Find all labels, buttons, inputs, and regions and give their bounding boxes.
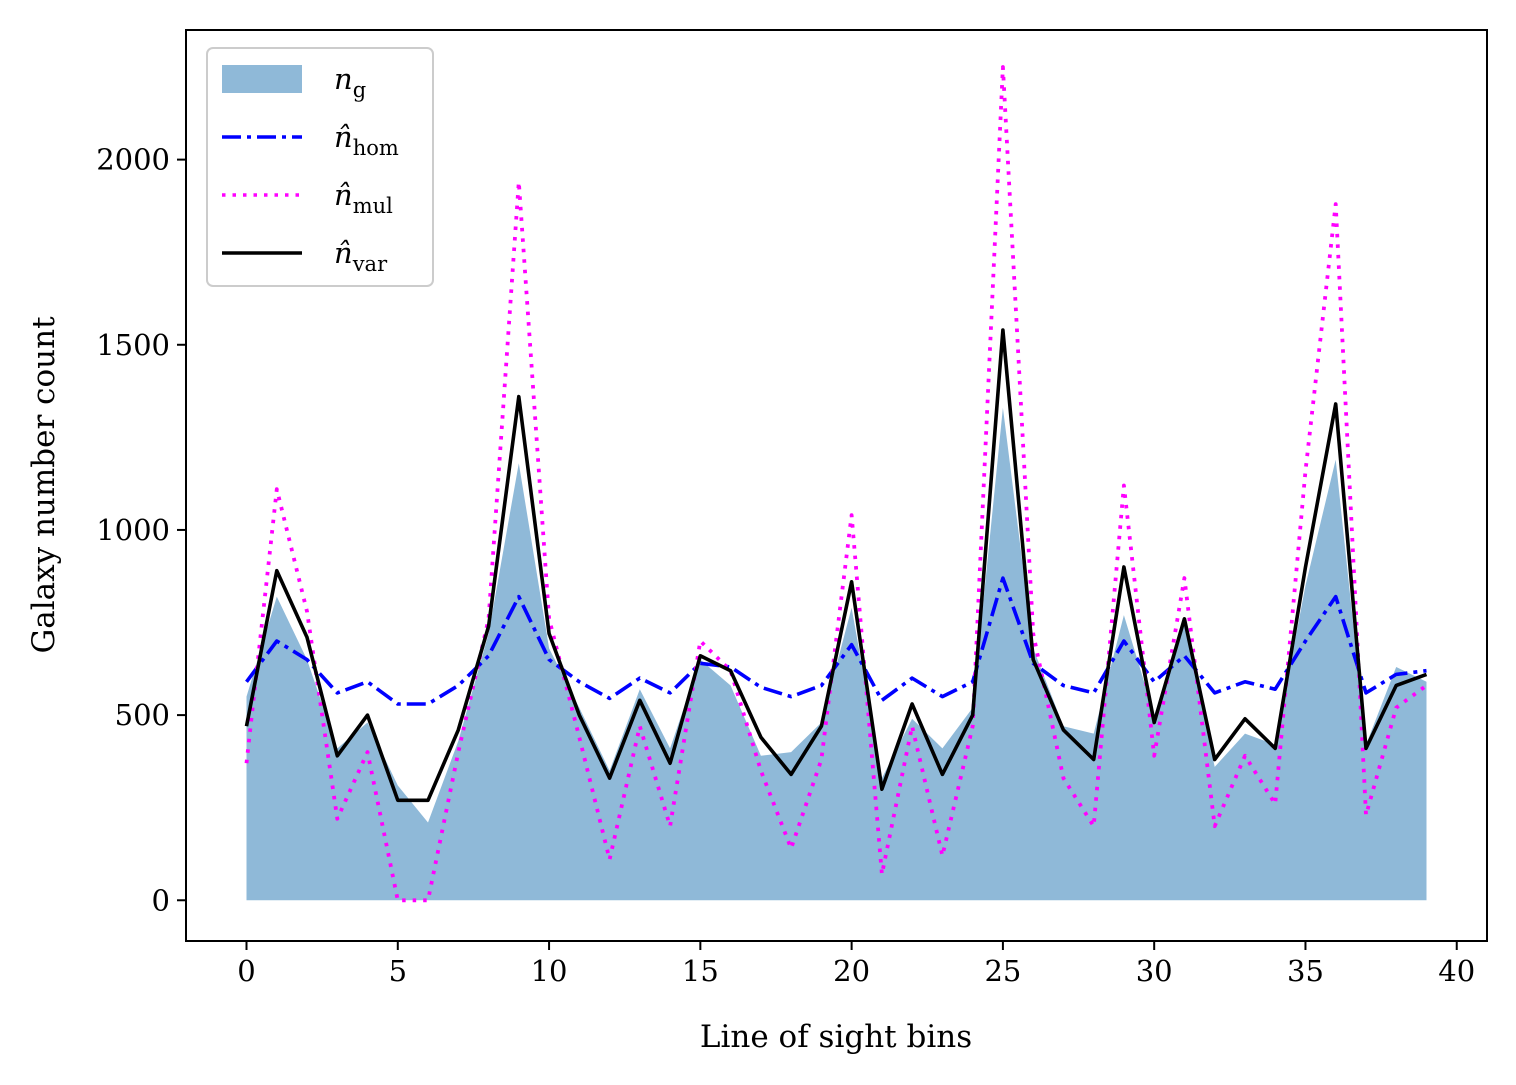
y-tick-label: 1000: [96, 513, 170, 547]
legend-label: n̂var: [334, 236, 388, 276]
x-tick-label: 30: [1136, 954, 1173, 988]
legend-item-n-g: ng: [222, 62, 366, 102]
legend-frame: [206, 47, 434, 287]
x-tick-label: 20: [833, 954, 870, 988]
y-tick-label: 500: [115, 698, 170, 732]
series-line-n-hom: [245, 576, 1427, 706]
y-tick-label: 1500: [96, 328, 170, 362]
legend-label: n̂hom: [334, 120, 399, 160]
x-tick-label: 25: [984, 954, 1021, 988]
x-tick-label: 35: [1287, 954, 1324, 988]
legend-items: ng n̂hom n̂mul n̂var: [222, 62, 399, 276]
x-tick-label: 15: [682, 954, 719, 988]
x-tick-label: 10: [531, 954, 568, 988]
legend-item-n-var: n̂var: [222, 236, 388, 276]
legend-item-n-mul: n̂mul: [222, 178, 393, 218]
legend-item-n-hom: n̂hom: [222, 120, 399, 160]
y-tick-label: 0: [152, 883, 170, 917]
y-axis-label: Galaxy number count: [26, 316, 62, 654]
legend-swatch: [222, 65, 302, 93]
x-axis-ticks: 0 5 10 15 20 25 30 35 40: [237, 941, 1475, 988]
y-axis-ticks: 0 500 1000 1500 2000: [96, 143, 186, 917]
series-line-n-var: [244, 328, 1428, 803]
x-tick-label: 40: [1438, 954, 1475, 988]
legend: ng n̂hom n̂mul n̂var: [206, 47, 434, 287]
series-area-n-g: [246, 407, 1427, 901]
x-tick-label: 0: [237, 954, 255, 988]
y-tick-label: 2000: [96, 143, 170, 177]
plot-frame: [185, 29, 1488, 942]
legend-label: n̂mul: [334, 178, 393, 218]
legend-label: ng: [334, 62, 366, 102]
x-axis-label: Line of sight bins: [700, 1019, 972, 1055]
x-tick-label: 5: [389, 954, 407, 988]
series-layer: [244, 65, 1428, 903]
